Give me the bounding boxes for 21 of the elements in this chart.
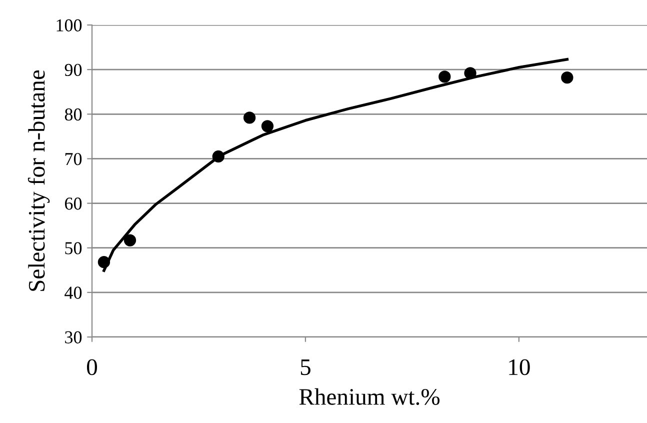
x-tick-label: 0: [86, 359, 98, 376]
y-tick-label: 30: [65, 331, 82, 344]
x-tick-label: 10: [509, 359, 530, 376]
y-tick-label: 80: [64, 108, 82, 121]
point: [243, 112, 256, 124]
y-tick-label: 40: [64, 286, 82, 299]
point: [261, 120, 274, 132]
point: [124, 234, 136, 246]
x-axis-title: Rhenium wt.%: [299, 388, 440, 405]
y-tick-label: 60: [65, 198, 82, 210]
y-axis-title: Selectivity for n-butane: [28, 70, 50, 291]
point: [561, 72, 574, 84]
point: [212, 150, 224, 163]
x-tick-label: 5: [300, 359, 310, 376]
y-tick-label: 50: [65, 242, 82, 254]
point: [438, 70, 451, 83]
y-tick-label: 70: [65, 152, 82, 166]
y-tick-label: 90: [64, 64, 82, 76]
y-tick-label: 100: [56, 19, 82, 32]
point: [464, 67, 476, 80]
point: [98, 256, 110, 268]
